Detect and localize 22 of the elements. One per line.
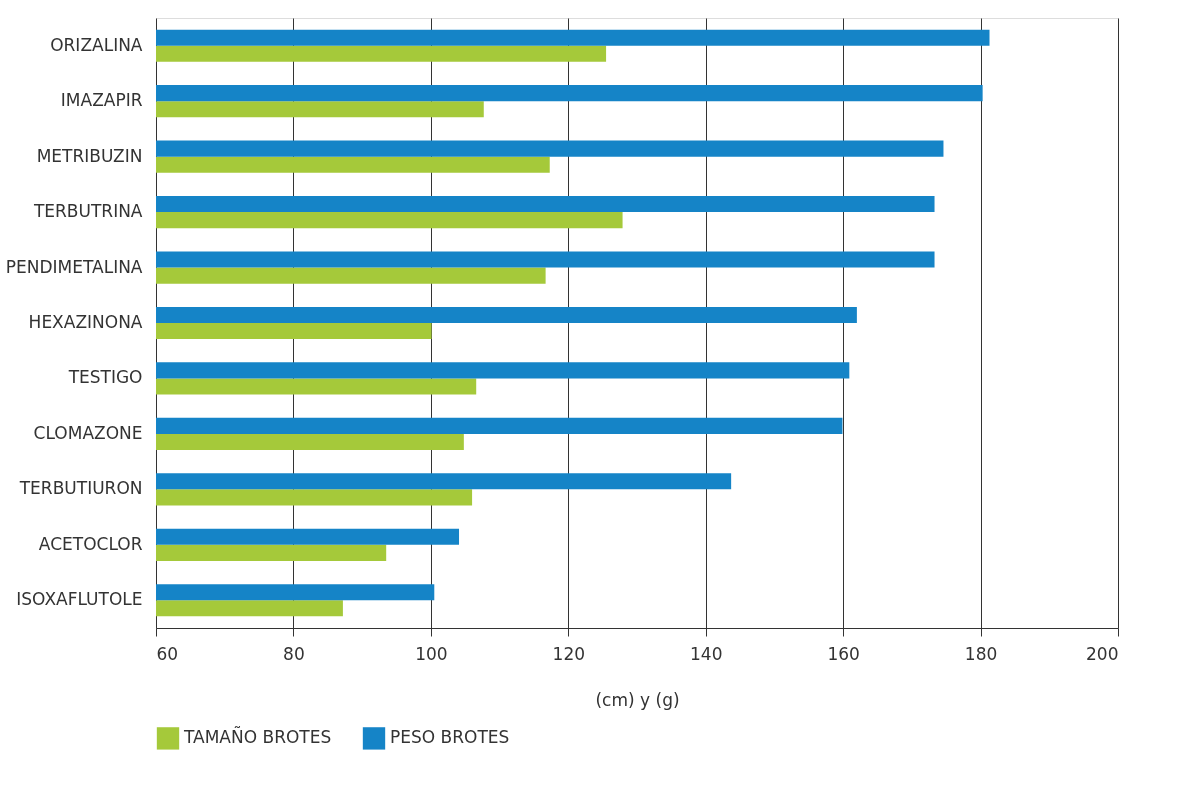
legend-label: TAMAÑO BROTES (183, 726, 332, 748)
x-tick-label: 200 (1086, 643, 1119, 664)
y-tick-label: IMAZAPIR (60, 90, 143, 111)
x-tick-label: 140 (689, 643, 723, 664)
x-tick-label: 180 (964, 643, 998, 664)
y-tick-label: TERBUTIURON (18, 478, 143, 499)
y-tick-label: ACETOCLOR (38, 533, 143, 554)
y-tick-label: ORIZALINA (50, 34, 143, 55)
y-tick-label: METRIBUZIN (36, 145, 143, 166)
x-tick-label: 160 (827, 643, 860, 664)
y-tick-label: ISOXAFLUTOLE (16, 589, 143, 610)
y-tick-label: PENDIMETALINA (5, 256, 143, 277)
y-tick-label: CLOMAZONE (33, 422, 143, 443)
x-tick-label: 120 (552, 643, 586, 664)
x-tick-label: 100 (415, 643, 448, 664)
y-tick-label: TESTIGO (67, 367, 143, 388)
y-tick-label: TERBUTRINA (32, 201, 143, 222)
x-axis-title: (cm) y (g) (595, 689, 680, 710)
y-tick-label: HEXAZINONA (28, 312, 143, 332)
legend-label: PESO BROTES (390, 727, 510, 748)
x-tick-label: 60 (156, 643, 179, 664)
x-tick-label: 80 (283, 643, 305, 664)
